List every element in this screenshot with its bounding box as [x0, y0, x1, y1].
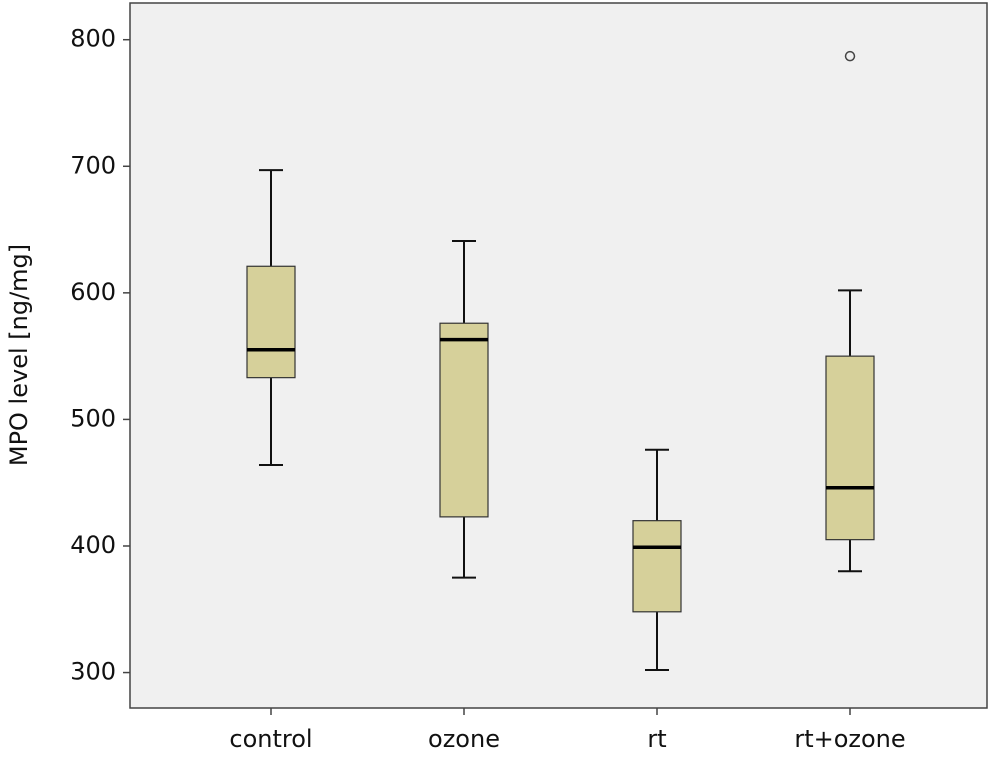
y-tick-label: 600: [70, 278, 116, 306]
y-tick-label: 300: [70, 658, 116, 686]
x-tick-label: control: [229, 725, 312, 753]
x-tick-label: rt+ozone: [794, 725, 905, 753]
x-tick-label: rt: [647, 725, 666, 753]
y-tick-label: 400: [70, 531, 116, 559]
box: [632, 520, 682, 613]
y-tick-label: 500: [70, 404, 116, 432]
y-tick-label: 800: [70, 25, 116, 53]
x-tick-label: ozone: [428, 725, 500, 753]
box: [439, 322, 489, 518]
box: [246, 265, 296, 379]
outlier: [844, 50, 856, 62]
y-axis-label: MPO level [ng/mg]: [5, 244, 33, 466]
y-tick-label: 700: [70, 151, 116, 179]
box: [825, 355, 875, 541]
